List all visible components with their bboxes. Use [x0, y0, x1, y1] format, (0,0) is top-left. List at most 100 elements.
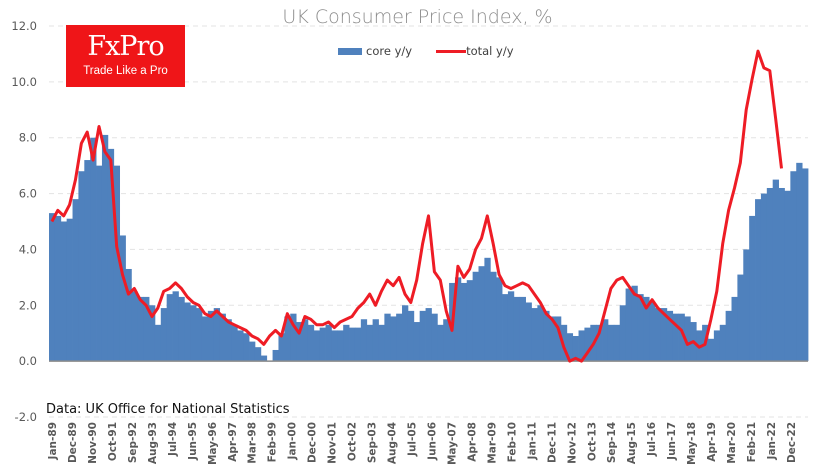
core-bar	[802, 168, 809, 362]
x-tick-label: Aug-93	[147, 422, 159, 464]
core-bar	[613, 324, 621, 362]
core-bar	[237, 330, 244, 362]
core-bar	[384, 313, 391, 362]
core-bar	[272, 349, 279, 362]
core-bar	[472, 271, 479, 362]
core-bar	[578, 330, 585, 362]
y-axis-ticks: 12.0 10.0 8.0 6.0 4.0 2.0 0.0 -2.0	[11, 19, 37, 424]
core-bar	[719, 324, 727, 362]
fxpro-logo: FxPro Trade Like a Pro	[66, 25, 185, 87]
x-tick-label: Jan-89	[47, 422, 59, 460]
x-tick-label: Dec-11	[546, 422, 558, 463]
core-bar	[725, 310, 732, 362]
y-tick-label: 10.0	[11, 75, 37, 89]
core-bar	[496, 277, 503, 362]
legend-label-total: total y/y	[466, 44, 514, 58]
x-tick-label: Jan-00	[287, 422, 299, 460]
core-bar	[460, 282, 468, 362]
x-tick-label: Apr-08	[466, 422, 478, 462]
core-bar	[437, 324, 444, 362]
x-tick-label: Mar-09	[486, 422, 498, 464]
core-bar	[178, 296, 185, 362]
x-tick-label: May-96	[207, 422, 219, 465]
core-bar	[337, 330, 344, 362]
core-bar	[166, 294, 173, 362]
core-bar	[607, 324, 615, 362]
core-bar	[96, 165, 103, 362]
core-bar	[260, 355, 268, 362]
x-tick-label: May-18	[686, 422, 698, 465]
core-bar	[378, 324, 385, 362]
core-bar	[90, 137, 97, 362]
x-tick-label: Mar-20	[726, 422, 738, 464]
core-bar	[672, 313, 679, 362]
core-bar	[737, 274, 744, 362]
core-bars	[49, 134, 809, 362]
core-bar	[390, 316, 397, 362]
core-bar	[731, 296, 738, 362]
core-bar	[72, 199, 79, 362]
core-bar	[78, 171, 85, 362]
core-bar	[649, 302, 656, 362]
x-tick-label: Sep-92	[127, 422, 139, 463]
gridlines	[49, 25, 808, 418]
core-bar	[766, 187, 774, 362]
legend-swatch-total	[436, 49, 467, 53]
x-tick-label: Jan-11	[526, 422, 538, 460]
x-tick-label: Jul-05	[407, 422, 419, 457]
x-tick-label: Dec-22	[786, 422, 798, 463]
core-bar	[513, 296, 521, 362]
core-bar	[366, 324, 374, 362]
x-tick-label: Dec-89	[67, 422, 79, 463]
x-tick-label: Apr-19	[706, 422, 718, 462]
core-bar	[131, 291, 138, 362]
core-bar	[84, 160, 91, 362]
core-bar	[596, 324, 603, 362]
x-tick-label: Aug-15	[626, 422, 638, 464]
x-tick-label: Jun-06	[427, 422, 439, 461]
core-bar	[331, 330, 338, 362]
y-tick-label: 0.0	[19, 354, 37, 368]
legend-label-core: core y/y	[366, 44, 413, 58]
core-bar	[525, 302, 532, 362]
x-tick-label: Oct-02	[347, 422, 359, 461]
core-bar	[160, 308, 168, 362]
x-tick-label: Nov-90	[87, 422, 99, 464]
y-tick-label: 6.0	[19, 187, 37, 201]
core-bar	[66, 218, 73, 362]
core-bar	[454, 277, 462, 362]
x-tick-label: Dec-00	[307, 422, 319, 463]
core-bar	[749, 215, 756, 362]
core-bar	[249, 341, 256, 362]
x-tick-label: Jun-17	[666, 422, 678, 461]
core-bar	[760, 193, 768, 362]
x-tick-label: Feb-10	[506, 422, 518, 462]
core-bar	[784, 190, 791, 362]
core-bar	[419, 310, 426, 362]
core-bar	[743, 249, 750, 362]
x-tick-label: Jan-22	[766, 422, 778, 460]
core-bar	[713, 330, 721, 362]
core-bar	[537, 305, 544, 362]
core-bar	[796, 162, 803, 362]
core-bar	[666, 310, 674, 362]
core-bar	[154, 324, 162, 362]
core-bar	[566, 333, 574, 362]
core-bar	[625, 288, 632, 362]
core-bar	[196, 308, 203, 362]
x-tick-label: Jul-94	[167, 422, 179, 457]
core-bar	[60, 221, 68, 362]
x-tick-label: May-07	[447, 422, 459, 465]
y-tick-label: 2.0	[19, 298, 37, 312]
core-bar	[125, 268, 132, 362]
core-bar	[572, 336, 579, 362]
core-bar	[49, 213, 56, 362]
core-bar	[325, 324, 332, 362]
core-bar	[443, 319, 450, 362]
core-bar	[296, 322, 303, 362]
total-line	[50, 49, 783, 363]
core-bar	[478, 266, 485, 362]
legend: core y/y total y/y	[338, 44, 514, 58]
core-bar	[278, 333, 285, 362]
logo-brand: FxPro	[87, 31, 164, 62]
